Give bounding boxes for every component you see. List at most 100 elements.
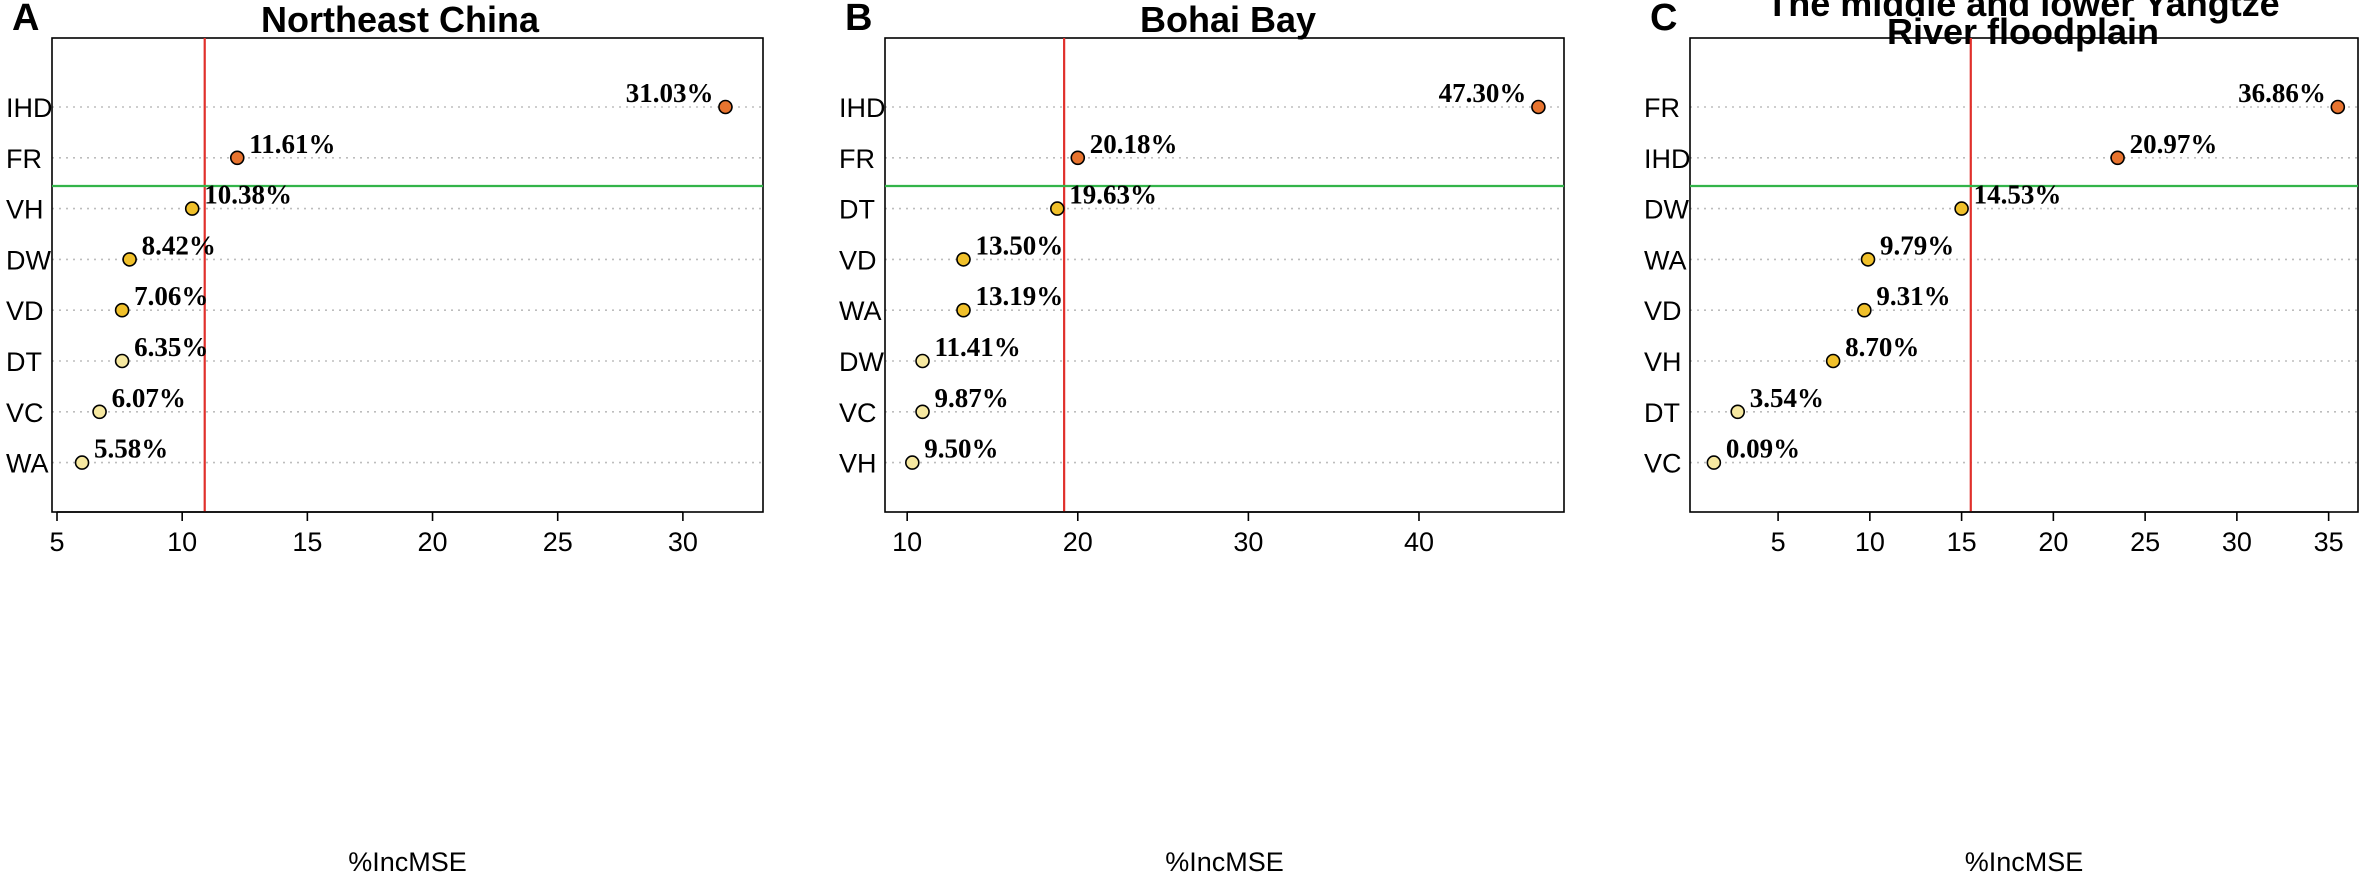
data-label: 13.19% xyxy=(975,281,1063,311)
data-label: 9.31% xyxy=(1876,281,1950,311)
category-label: WA xyxy=(1644,245,1687,275)
category-label: FR xyxy=(839,144,875,174)
data-point xyxy=(1825,353,1841,369)
x-axis-label: %IncMSE xyxy=(1965,847,2084,877)
category-label: VC xyxy=(1644,449,1682,479)
category-label: DW xyxy=(1644,195,1689,225)
data-label: 8.42% xyxy=(142,230,216,260)
x-tick-label: 5 xyxy=(49,527,64,557)
data-point xyxy=(1531,99,1546,115)
category-label: VD xyxy=(1644,296,1682,326)
data-point xyxy=(1070,150,1086,166)
data-point xyxy=(915,404,930,420)
data-label: 0.09% xyxy=(1726,434,1800,464)
data-point xyxy=(915,353,930,369)
x-tick-label: 20 xyxy=(418,527,448,557)
data-point xyxy=(1730,404,1746,420)
category-label: FR xyxy=(1644,93,1680,123)
category-label: FR xyxy=(6,144,42,174)
x-tick-label: 15 xyxy=(1947,527,1977,557)
category-label: IHD xyxy=(839,93,886,123)
data-label: 47.30% xyxy=(1439,78,1527,108)
data-label: 6.07% xyxy=(112,383,186,413)
data-point xyxy=(114,302,130,318)
data-label: 9.87% xyxy=(935,383,1009,413)
data-point xyxy=(956,302,971,318)
x-tick-label: 40 xyxy=(1404,527,1434,557)
data-point xyxy=(184,201,200,216)
data-point xyxy=(1857,302,1872,318)
data-point xyxy=(1860,252,1876,267)
category-label: VC xyxy=(839,398,877,428)
data-point xyxy=(92,404,107,420)
panel-letter: C xyxy=(1650,0,1677,39)
panel-letter: B xyxy=(845,0,872,39)
category-label: VH xyxy=(839,449,877,479)
data-point xyxy=(114,353,130,369)
x-tick-label: 15 xyxy=(292,527,322,557)
category-label: VC xyxy=(6,398,44,428)
data-label: 3.54% xyxy=(1750,383,1824,413)
x-tick-label: 25 xyxy=(543,527,573,557)
x-tick-label: 10 xyxy=(167,527,197,557)
data-label: 14.53% xyxy=(1974,180,2062,210)
x-tick-label: 25 xyxy=(2130,527,2160,557)
category-label: WA xyxy=(6,449,49,479)
data-label: 5.58% xyxy=(94,434,168,464)
data-label: 11.61% xyxy=(249,129,335,159)
data-label: 8.70% xyxy=(1845,332,1919,362)
data-point xyxy=(2110,150,2125,166)
chart-title: River floodplain xyxy=(1887,11,2159,52)
data-label: 36.86% xyxy=(2238,78,2326,108)
category-label: IHD xyxy=(6,93,53,123)
x-tick-label: 30 xyxy=(2222,527,2252,557)
x-tick-label: 35 xyxy=(2314,527,2344,557)
category-label: IHD xyxy=(1644,144,1691,174)
data-point xyxy=(122,252,137,267)
data-label: 7.06% xyxy=(134,281,208,311)
data-label: 9.79% xyxy=(1880,230,1954,260)
x-tick-label: 10 xyxy=(892,527,922,557)
data-label: 10.38% xyxy=(204,180,292,210)
category-label: DT xyxy=(6,347,42,377)
data-point xyxy=(74,455,90,470)
category-label: VH xyxy=(6,195,44,225)
data-label: 6.35% xyxy=(134,332,208,362)
data-point xyxy=(229,150,245,166)
x-tick-label: 5 xyxy=(1771,527,1786,557)
category-label: VH xyxy=(1644,347,1682,377)
panel-letter: A xyxy=(12,0,39,39)
category-label: DT xyxy=(839,195,875,225)
x-tick-label: 30 xyxy=(668,527,698,557)
data-label: 19.63% xyxy=(1069,180,1157,210)
category-label: VD xyxy=(839,245,877,275)
x-tick-label: 30 xyxy=(1233,527,1263,557)
data-point xyxy=(1954,201,1969,216)
chart-title: Northeast China xyxy=(261,0,540,40)
category-label: VD xyxy=(6,296,44,326)
data-point xyxy=(1050,201,1065,216)
chart-title: Bohai Bay xyxy=(1140,0,1316,40)
data-label: 9.50% xyxy=(924,434,998,464)
data-point xyxy=(904,455,920,470)
data-point xyxy=(718,99,733,115)
data-point xyxy=(956,252,971,267)
category-label: DW xyxy=(839,347,884,377)
category-label: DW xyxy=(6,245,51,275)
data-label: 31.03% xyxy=(626,78,714,108)
data-label: 11.41% xyxy=(935,332,1021,362)
x-tick-label: 20 xyxy=(2038,527,2068,557)
x-tick-label: 10 xyxy=(1855,527,1885,557)
x-axis-label: %IncMSE xyxy=(348,847,467,877)
data-label: 20.18% xyxy=(1090,129,1178,159)
data-label: 13.50% xyxy=(975,230,1063,260)
category-label: WA xyxy=(839,296,882,326)
x-axis-label: %IncMSE xyxy=(1165,847,1284,877)
chart-panel-b: B Bohai Bay IHD FR DT VD WA DW VC VH 47.30% 20.18% 1… xyxy=(839,0,1565,877)
chart-title: The middle and lower Yangtze xyxy=(1766,0,2279,24)
category-label: DT xyxy=(1644,398,1680,428)
x-tick-label: 20 xyxy=(1063,527,1093,557)
data-point xyxy=(2330,99,2346,115)
